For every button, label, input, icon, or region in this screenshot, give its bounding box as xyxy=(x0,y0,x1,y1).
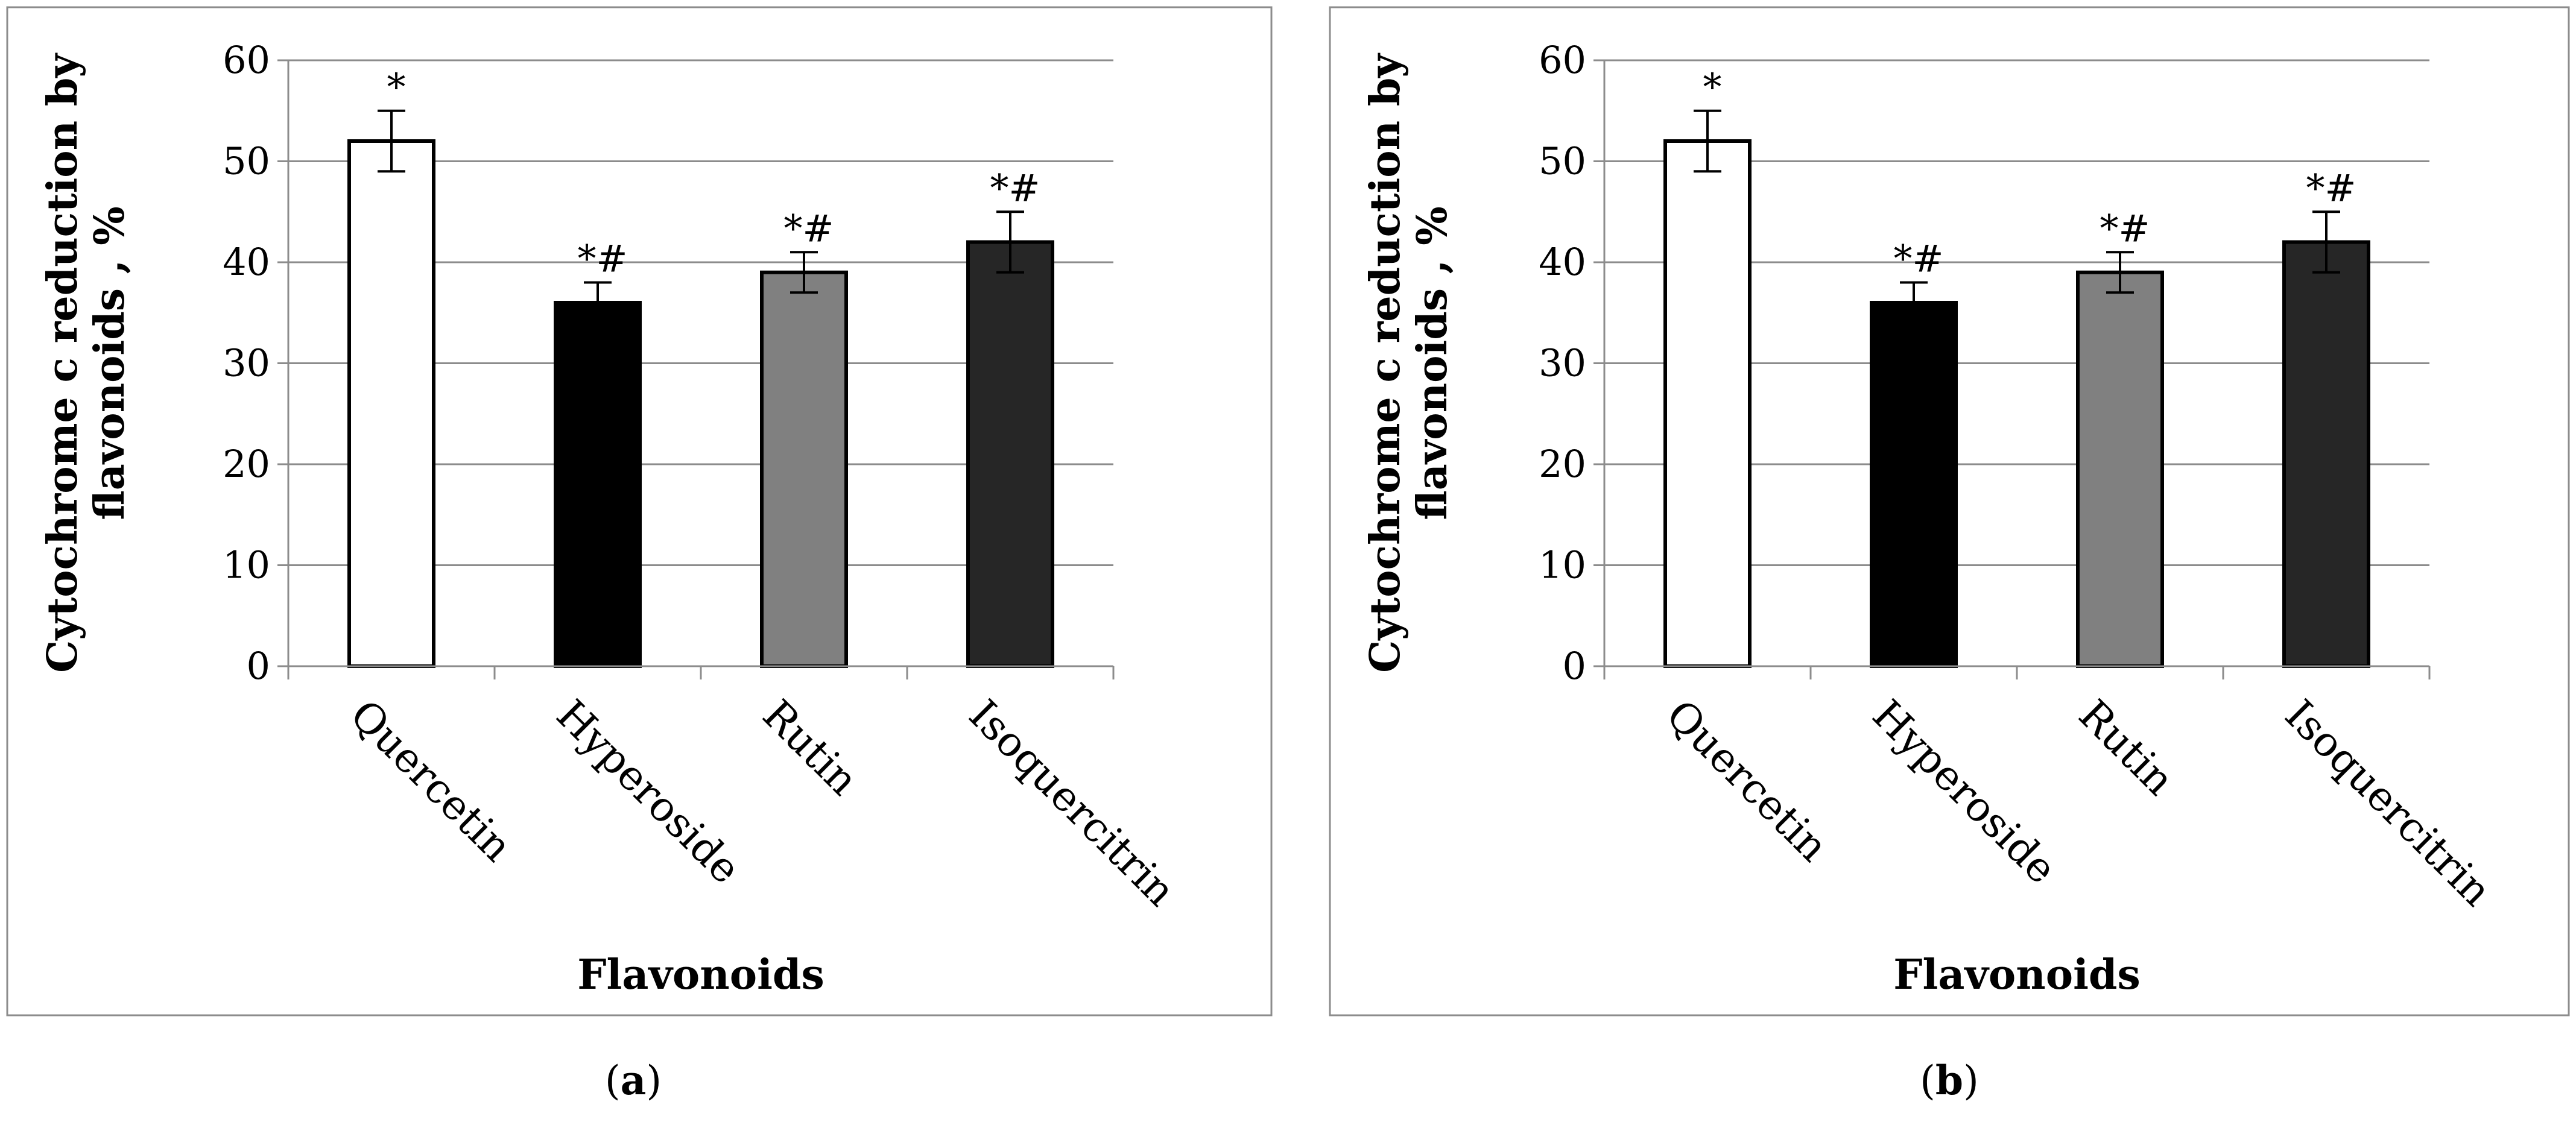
category-label-isoquercitrin: Isoquercitrin xyxy=(2276,691,2501,916)
bar-quercetin xyxy=(347,139,435,668)
category-label-quercetin: Quercetin xyxy=(341,691,521,871)
panel-caption: (b) xyxy=(1920,1057,1979,1104)
significance-mark: *# xyxy=(990,166,1040,210)
category-label-hyperoside: Hyperoside xyxy=(1863,691,2065,893)
y-tick-label: 10 xyxy=(1539,543,1586,587)
y-axis-title: Cytochrome c reduction byflavonoids , % xyxy=(1361,52,1457,673)
y-tick-label: 40 xyxy=(1539,240,1586,284)
significance-mark: *# xyxy=(2100,206,2150,250)
y-tick-label: 50 xyxy=(223,139,270,183)
bar-isoquercitrin xyxy=(966,240,1054,668)
significance-mark: *# xyxy=(1894,237,1944,281)
y-tick-label: 10 xyxy=(223,543,270,587)
x-axis-title: Flavonoids xyxy=(577,951,824,999)
panel-caption-letter: b xyxy=(1935,1057,1963,1104)
significance-mark: *# xyxy=(784,206,834,250)
y-tick-label: 30 xyxy=(223,341,270,385)
panel-caption-letter: a xyxy=(621,1057,647,1104)
category-label-hyperoside: Hyperoside xyxy=(547,691,749,893)
y-axis-title: Cytochrome c reduction byflavonoids , % xyxy=(39,52,134,673)
category-label-isoquercitrin: Isoquercitrin xyxy=(960,691,1185,916)
y-tick-label: 20 xyxy=(1539,442,1586,486)
y-tick-label: 20 xyxy=(223,442,270,486)
significance-mark: * xyxy=(387,65,406,109)
y-tick-label: 60 xyxy=(1539,38,1586,82)
bar-hyperoside xyxy=(1870,301,1958,668)
bar-isoquercitrin xyxy=(2282,240,2370,668)
y-tick-label: 40 xyxy=(223,240,270,284)
y-axis-title-line: Cytochrome c reduction by xyxy=(39,52,87,673)
x-axis-title: Flavonoids xyxy=(1893,951,2141,999)
category-label-rutin: Rutin xyxy=(2069,691,2183,805)
category-label-rutin: Rutin xyxy=(753,691,867,805)
bar-quercetin xyxy=(1663,139,1752,668)
y-tick-label: 0 xyxy=(247,644,270,688)
bar-rutin xyxy=(760,270,848,668)
bar-hyperoside xyxy=(554,301,642,668)
y-axis-title-line: flavonoids , % xyxy=(86,206,134,520)
y-tick-label: 30 xyxy=(1539,341,1586,385)
y-tick-label: 50 xyxy=(1539,139,1586,183)
bar-rutin xyxy=(2076,270,2164,668)
chart-frame xyxy=(6,6,1273,1016)
panel-caption-open: ( xyxy=(605,1057,621,1104)
y-axis-title-line: flavonoids , % xyxy=(1408,206,1457,520)
y-axis-title-line: Cytochrome c reduction by xyxy=(1361,52,1410,673)
category-label-quercetin: Quercetin xyxy=(1657,691,1837,871)
y-tick-label: 60 xyxy=(223,38,270,82)
panel-caption: (a) xyxy=(605,1057,662,1104)
significance-mark: *# xyxy=(2306,166,2356,210)
chart-frame xyxy=(1329,6,2570,1016)
y-tick-label: 0 xyxy=(1563,644,1586,688)
panel-caption-close: ) xyxy=(1963,1057,1979,1104)
panel-caption-close: ) xyxy=(646,1057,662,1104)
significance-mark: *# xyxy=(578,237,628,281)
chart-panel-a: 0 10 20 30 40 50 60 * Quercetin *# Hyperoside *# Rut… xyxy=(6,6,1273,1104)
chart-panel-b: 0 10 20 30 40 50 60 * Quercetin *# Hyperoside *# Rut… xyxy=(1329,6,2570,1104)
panel-caption-open: ( xyxy=(1920,1057,1935,1104)
significance-mark: * xyxy=(1703,65,1722,109)
